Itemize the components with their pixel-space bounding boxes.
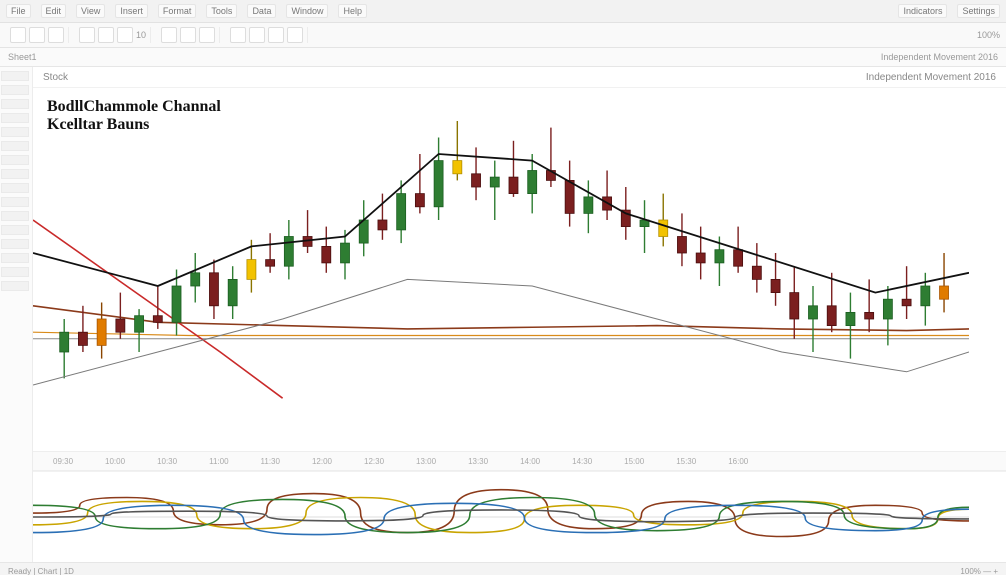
tab-strip: Sheet1 Independent Movement 2016 (0, 48, 1006, 67)
status-left: Ready | Chart | 1D (8, 567, 74, 575)
price-chart[interactable]: BodllChammole Channal Kcelltar Bauns (33, 88, 1006, 451)
watchlist-item[interactable] (1, 127, 29, 137)
watchlist-item[interactable] (1, 225, 29, 235)
time-tick: 12:00 (312, 457, 332, 466)
align-right-icon[interactable] (199, 27, 215, 43)
time-tick: 12:30 (364, 457, 384, 466)
watchlist-item[interactable] (1, 267, 29, 277)
watchlist-item[interactable] (1, 281, 29, 291)
tab-right-label: Independent Movement 2016 (881, 52, 998, 62)
time-tick: 09:30 (53, 457, 73, 466)
app-window: File Edit View Insert Format Tools Data … (0, 0, 1006, 575)
chart-type-icon[interactable] (230, 27, 246, 43)
watchlist-item[interactable] (1, 183, 29, 193)
time-tick: 15:30 (676, 457, 696, 466)
menu-data[interactable]: Data (247, 4, 276, 18)
time-tick: 14:00 (520, 457, 540, 466)
italic-icon[interactable] (98, 27, 114, 43)
time-tick: 16:00 (728, 457, 748, 466)
watchlist-item[interactable] (1, 169, 29, 179)
menu-insert[interactable]: Insert (115, 4, 148, 18)
chart-header: Stock Independent Movement 2016 (33, 67, 1006, 88)
watchlist-item[interactable] (1, 99, 29, 109)
align-center-icon[interactable] (180, 27, 196, 43)
oscillator-svg (33, 472, 969, 562)
watchlist-item[interactable] (1, 211, 29, 221)
indicators-button[interactable]: Indicators (898, 4, 947, 18)
time-tick: 11:00 (209, 457, 228, 466)
time-tick: 13:30 (468, 457, 488, 466)
chart-header-right: Independent Movement 2016 (866, 72, 996, 83)
zoom-label: 100% (977, 30, 1000, 40)
time-tick: 10:00 (105, 457, 125, 466)
watchlist-item[interactable] (1, 71, 29, 81)
price-chart-svg (33, 88, 969, 418)
menu-bar: File Edit View Insert Format Tools Data … (0, 0, 1006, 23)
watchlist-item[interactable] (1, 197, 29, 207)
bold-icon[interactable] (79, 27, 95, 43)
watchlist-item[interactable] (1, 155, 29, 165)
watchlist-item[interactable] (1, 239, 29, 249)
align-left-icon[interactable] (161, 27, 177, 43)
save-icon[interactable] (10, 27, 26, 43)
time-tick: 13:00 (416, 457, 436, 466)
watchlist-item[interactable] (1, 85, 29, 95)
underline-icon[interactable] (117, 27, 133, 43)
menu-format[interactable]: Format (158, 4, 197, 18)
left-sidebar (0, 67, 33, 562)
chart-panel: Stock Independent Movement 2016 BodllCha… (33, 67, 1006, 562)
status-bar: Ready | Chart | 1D 100% — + (0, 562, 1006, 575)
font-size-value: 10 (136, 30, 146, 40)
time-tick: 14:30 (572, 457, 592, 466)
symbol-label: Stock (43, 72, 68, 83)
redo-icon[interactable] (48, 27, 64, 43)
menu-help[interactable]: Help (338, 4, 367, 18)
time-tick: 15:00 (624, 457, 644, 466)
watchlist-item[interactable] (1, 113, 29, 123)
menu-tools[interactable]: Tools (206, 4, 237, 18)
undo-icon[interactable] (29, 27, 45, 43)
grid-icon[interactable] (287, 27, 303, 43)
menu-file[interactable]: File (6, 4, 31, 18)
watchlist-item[interactable] (1, 141, 29, 151)
menu-view[interactable]: View (76, 4, 105, 18)
oscillator-panel[interactable] (33, 471, 1006, 562)
time-tick: 10:30 (157, 457, 177, 466)
menu-window[interactable]: Window (286, 4, 328, 18)
time-axis: 09:30 10:00 10:30 11:00 11:30 12:00 12:30 13:00… (33, 451, 1006, 471)
settings-button[interactable]: Settings (957, 4, 1000, 18)
indicator-icon[interactable] (249, 27, 265, 43)
drawing-icon[interactable] (268, 27, 284, 43)
status-right: 100% — + (960, 567, 998, 575)
ribbon-toolbar: 10 100% (0, 23, 1006, 48)
watchlist-item[interactable] (1, 253, 29, 263)
tab-sheet[interactable]: Sheet1 (8, 52, 37, 62)
time-tick: 11:30 (261, 457, 280, 466)
menu-edit[interactable]: Edit (41, 4, 67, 18)
